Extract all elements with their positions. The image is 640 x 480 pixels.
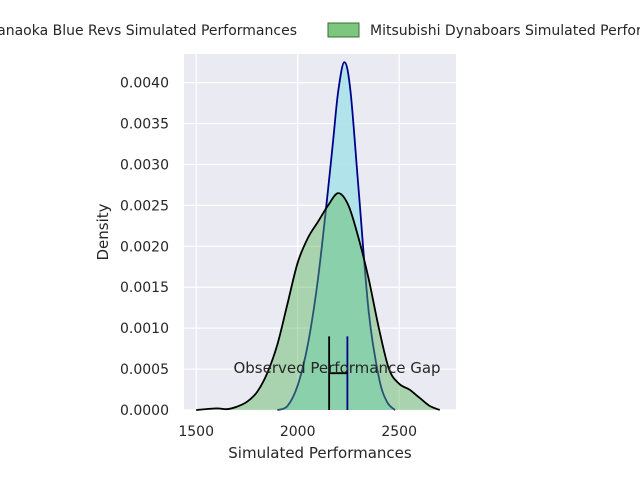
y-tick-label: 0.0005 [120, 362, 169, 378]
gap-annotation-label: Observed Performance Gap [233, 359, 440, 377]
annotation-layer: Observed Performance Gap [233, 336, 441, 410]
x-tick-labels: 1500 2000 2500 [178, 424, 417, 440]
x-tick-label: 2000 [280, 424, 316, 440]
density-line-1 [196, 192, 441, 411]
legend-label-dynaboars: Mitsubishi Dynaboars Simulated Performan… [370, 23, 640, 39]
y-tick-label: 0.0035 [120, 117, 169, 133]
legend-label-blue-revs: Hanaoka Blue Revs Simulated Performances [0, 23, 297, 39]
density-area-0 [277, 62, 396, 411]
density-line-0 [277, 61, 396, 411]
density-area-1 [196, 193, 440, 410]
legend-swatch-dynaboars [327, 22, 360, 38]
y-axis-label: Density [94, 203, 112, 260]
y-tick-label: 0.0010 [120, 321, 169, 337]
y-tick-labels: 0.0000 0.0005 0.0010 0.0015 0.0020 0.0025 0.00… [120, 76, 169, 419]
y-tick-label: 0.0000 [120, 403, 169, 419]
y-tick-label: 0.0040 [120, 76, 169, 92]
legend[interactable]: Hanaoka Blue Revs Simulated Performances… [0, 22, 640, 39]
series-layer [196, 61, 441, 411]
y-tick-label: 0.0020 [120, 239, 169, 255]
x-tick-label: 1500 [178, 424, 214, 440]
x-tick-label: 2500 [381, 424, 417, 440]
x-axis-label: Simulated Performances [228, 444, 412, 462]
grid-lines [184, 54, 456, 411]
y-tick-label: 0.0030 [120, 157, 169, 173]
y-tick-label: 0.0015 [120, 280, 169, 296]
y-tick-label: 0.0025 [120, 198, 169, 214]
